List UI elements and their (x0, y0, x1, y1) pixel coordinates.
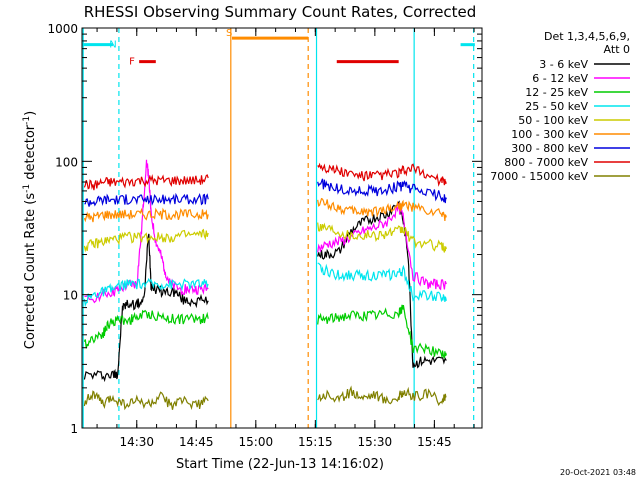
series-line-2-seg-0 (83, 309, 209, 349)
chart-title: RHESSI Observing Summary Count Rates, Co… (84, 3, 477, 21)
legend-label-2: 12 - 25 keV (525, 86, 588, 99)
series-line-7-seg-1 (317, 162, 447, 187)
flag-label-s: S (226, 28, 232, 39)
series-line-5-seg-1 (317, 197, 447, 221)
x-axis-label: Start Time (22-Jun-13 14:16:02) (176, 457, 384, 472)
y-axis: 1 10 100 1000 (47, 22, 482, 436)
y-axis-label: Corrected Count Rate (s-1 detector-1) (22, 111, 38, 349)
series-line-4-seg-0 (83, 228, 209, 253)
flag-label-n: N (109, 40, 116, 51)
x-tick-label-5: 15:45 (417, 435, 452, 449)
y-tick-label-0: 1 (70, 422, 78, 436)
series-line-0-seg-0 (83, 233, 209, 383)
generated-timestamp: 20-Oct-2021 03:48 (560, 468, 636, 477)
y-axis-label-mid: detector (23, 124, 38, 184)
series-line-6-seg-1 (317, 178, 447, 204)
series-line-5-seg-0 (83, 207, 209, 223)
legend-header-line-1: Det 1,3,4,5,6,9, (544, 30, 630, 43)
series-line-3-seg-0 (83, 277, 209, 308)
y-axis-label-main: Corrected Count Rate (s (23, 193, 38, 350)
x-tick-label-4: 15:30 (358, 435, 393, 449)
y-axis-label-end: ) (23, 111, 38, 116)
y-tick-label-2: 100 (55, 155, 78, 169)
series-line-4-seg-1 (317, 222, 447, 253)
plot-frame (81, 27, 483, 429)
series-line-8-seg-1 (317, 385, 447, 407)
series-line-6-seg-0 (84, 192, 209, 207)
x-tick-label-2: 15:00 (239, 435, 274, 449)
legend-label-1: 6 - 12 keV (532, 72, 588, 85)
series-line-7-seg-0 (83, 174, 209, 191)
series-line-1-seg-1 (317, 201, 447, 291)
x-axis: 14:30 14:45 15:00 15:15 15:30 15:45 (96, 28, 475, 449)
legend-header-line-2: Att 0 (604, 43, 630, 56)
x-tick-label-1: 14:45 (179, 435, 214, 449)
y-axis-label-sup1: -1 (22, 184, 32, 193)
x-tick-label-3: 15:15 (298, 435, 333, 449)
series-line-8-seg-0 (83, 390, 209, 411)
legend-label-5: 100 - 300 keV (511, 128, 588, 141)
legend-label-7: 800 - 7000 keV (504, 156, 588, 169)
legend-label-8: 7000 - 15000 keV (490, 170, 588, 183)
plot-area: N F S (82, 28, 475, 428)
y-tick-label-1: 10 (63, 289, 78, 303)
legend-label-4: 50 - 100 keV (518, 114, 588, 127)
legend-label-6: 300 - 800 keV (511, 142, 588, 155)
series-line-2-seg-1 (317, 304, 447, 359)
series-line-0-seg-1 (317, 200, 447, 369)
series-line-3-seg-1 (317, 262, 447, 303)
y-axis-label-sup2: -1 (22, 116, 32, 125)
legend-label-0: 3 - 6 keV (539, 58, 588, 71)
legend-label-3: 25 - 50 keV (525, 100, 588, 113)
series-line-1-seg-0 (84, 159, 209, 304)
flag-label-f: F (129, 57, 135, 68)
x-tick-label-0: 14:30 (119, 435, 154, 449)
y-tick-label-3: 1000 (47, 22, 78, 36)
